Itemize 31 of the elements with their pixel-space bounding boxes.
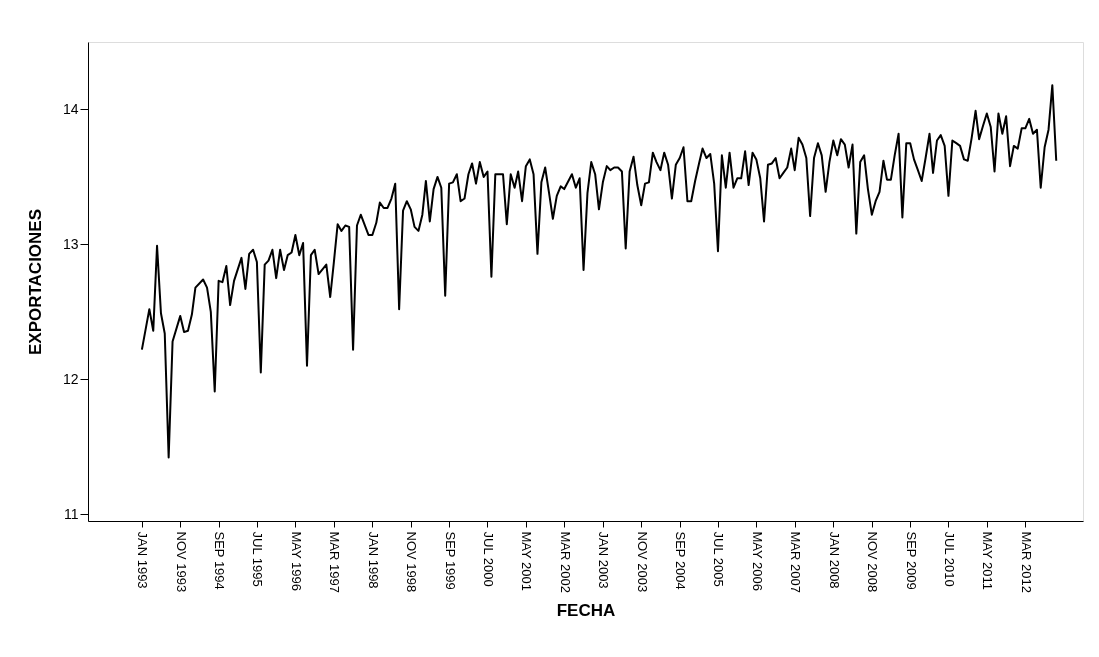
x-tick-label: MAR 2012 bbox=[1018, 531, 1034, 593]
x-tick-label: NOV 1998 bbox=[404, 531, 420, 593]
x-tick-label: SEP 1994 bbox=[212, 531, 228, 590]
line-series bbox=[140, 84, 1058, 459]
x-tick-label: MAY 2001 bbox=[519, 531, 535, 592]
x-axis-title: FECHA bbox=[556, 600, 616, 620]
y-tick-label: 13 bbox=[62, 235, 79, 252]
x-tick-label: SEP 1999 bbox=[442, 531, 458, 590]
x-tick-label: JUL 2000 bbox=[480, 531, 496, 587]
x-tick-label: MAR 1997 bbox=[327, 531, 343, 593]
x-tick-label: JAN 1998 bbox=[365, 531, 381, 589]
x-tick-label: MAR 2002 bbox=[557, 531, 573, 593]
x-tick-label: MAY 2011 bbox=[980, 531, 996, 591]
x-tick-label: NOV 2003 bbox=[634, 531, 650, 593]
x-tick-label: NOV 2008 bbox=[865, 531, 881, 593]
y-tick-label: 12 bbox=[62, 370, 79, 387]
x-tick-label: NOV 1993 bbox=[173, 531, 189, 593]
x-tick-label: JAN 1993 bbox=[135, 531, 151, 589]
y-tick-label: 11 bbox=[63, 505, 79, 522]
x-tick-label: SEP 2004 bbox=[673, 531, 689, 590]
y-axis-title: EXPORTACIONES bbox=[25, 208, 45, 356]
x-tick-label: JAN 2008 bbox=[826, 531, 842, 589]
x-tick-label: SEP 2009 bbox=[903, 531, 919, 590]
x-tick-label: JAN 2003 bbox=[596, 531, 612, 589]
x-tick-label: MAY 2006 bbox=[749, 531, 765, 592]
x-tick-label: JUL 1995 bbox=[250, 531, 266, 587]
x-tick-label: JUL 2010 bbox=[941, 531, 957, 587]
x-tick-label: MAY 1996 bbox=[288, 531, 304, 592]
y-tick-label: 14 bbox=[62, 100, 79, 117]
x-tick-label: JUL 2005 bbox=[711, 531, 727, 587]
x-tick-label: MAR 2007 bbox=[788, 531, 804, 593]
